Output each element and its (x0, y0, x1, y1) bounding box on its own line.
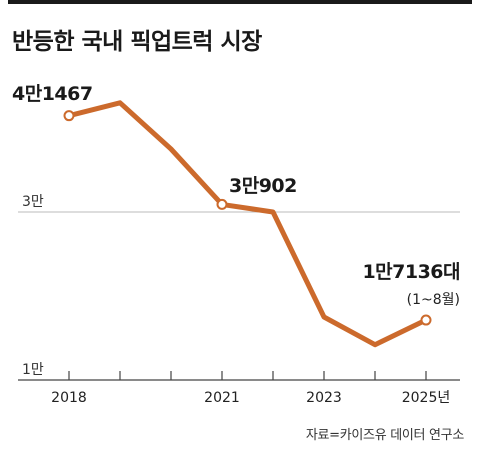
source-note: 자료=카이즈유 데이터 연구소 (305, 428, 464, 443)
x-tick-label: 2023 (306, 390, 342, 406)
data-label: 4만1467 (12, 83, 93, 105)
x-tick-label: 2021 (204, 390, 240, 406)
y-tick-label: 3만 (22, 194, 44, 210)
series-line (66, 100, 429, 348)
data-point-marker (420, 314, 432, 326)
data-point-marker (216, 198, 228, 210)
data-point-marker (63, 110, 75, 122)
x-tick-label: 2018 (51, 390, 87, 406)
top-rule (8, 0, 472, 4)
data-label: 1만7136대 (362, 261, 460, 283)
data-sublabel: (1~8월) (407, 292, 460, 308)
data-label: 3만902 (229, 175, 297, 197)
chart-title: 반등한 국내 픽업트럭 시장 (12, 29, 262, 55)
x-tick-label: 2025년 (402, 390, 451, 406)
y-tick-label: 1만 (22, 362, 44, 378)
